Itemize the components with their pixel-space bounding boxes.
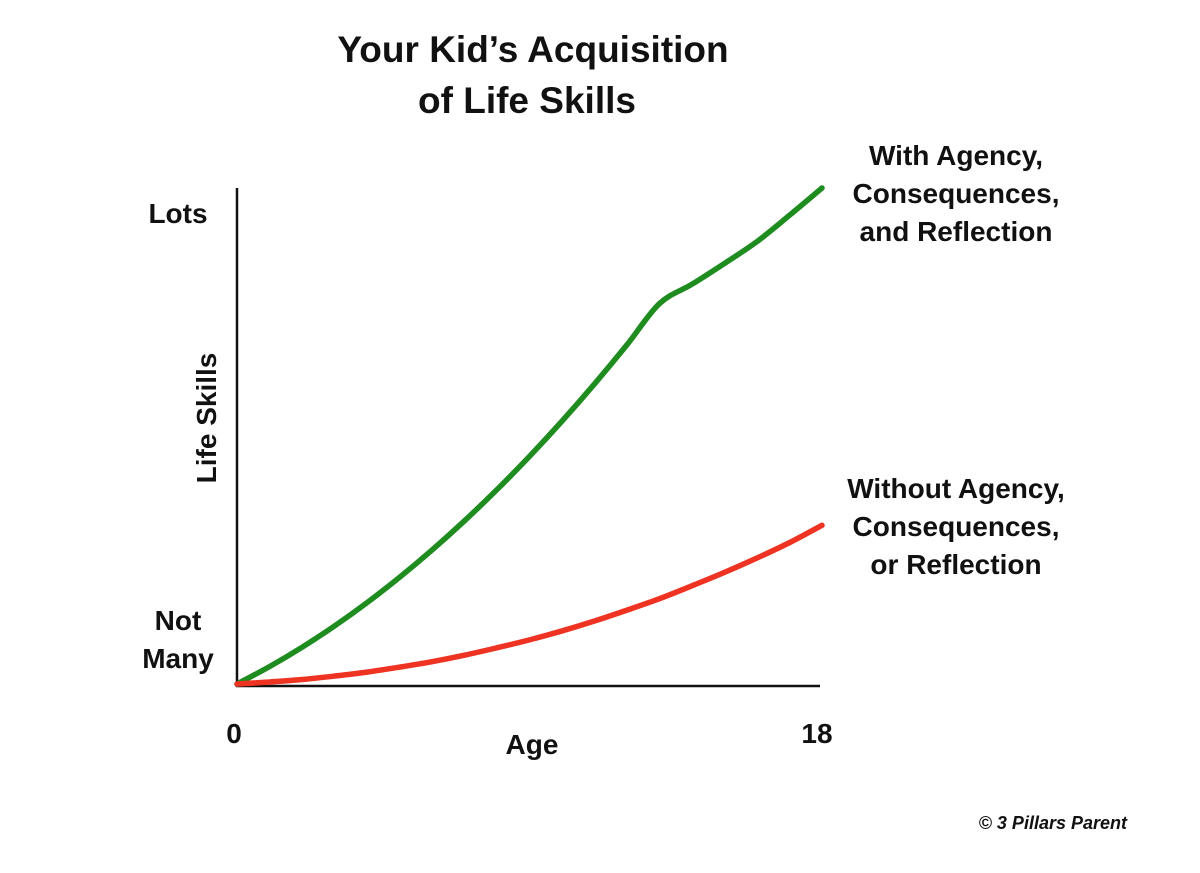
- series-label-without-agency-line-2: Consequences,: [853, 511, 1060, 542]
- series-label-with-agency-line-2: Consequences,: [853, 178, 1060, 209]
- series-line-with-agency: [234, 185, 825, 687]
- y-tick-label-bottom-line-2: Many: [142, 643, 214, 674]
- y-axis-label: Life Skills: [191, 353, 222, 484]
- chart-title-line-1: Your Kid’s Acquisition: [337, 29, 728, 70]
- x-tick-label-start: 0: [226, 718, 242, 749]
- series-line-without-agency: [234, 522, 825, 687]
- series-label-with-agency-line-3: and Reflection: [860, 216, 1053, 247]
- y-tick-label-bottom-line-1: Not: [155, 605, 202, 636]
- series-label-without-agency-line-3: or Reflection: [870, 549, 1041, 580]
- y-tick-label-top: Lots: [148, 198, 207, 229]
- copyright-credit: © 3 Pillars Parent: [979, 813, 1128, 833]
- x-axis-label: Age: [506, 729, 559, 760]
- x-tick-label-end: 18: [801, 718, 832, 749]
- chart-title-line-2: of Life Skills: [418, 80, 636, 121]
- series-label-without-agency-line-1: Without Agency,: [847, 473, 1065, 504]
- series-label-with-agency-line-1: With Agency,: [869, 140, 1043, 171]
